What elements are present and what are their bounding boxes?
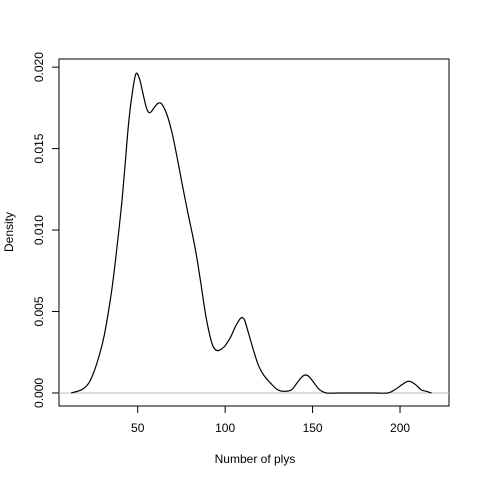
x-axis: 50 100 150 200: [131, 405, 410, 435]
x-axis-title: Number of plys: [215, 452, 296, 466]
y-tick-label: 0.005: [32, 296, 46, 326]
y-tick-label: 0.000: [32, 378, 46, 408]
x-tick-label: 150: [303, 421, 323, 435]
y-tick-label: 0.010: [32, 215, 46, 245]
x-tick-label: 100: [215, 421, 235, 435]
y-axis: 0.000 0.005 0.010 0.015 0.020: [32, 52, 60, 408]
y-tick-label: 0.020: [32, 52, 46, 82]
x-tick-label: 50: [131, 421, 145, 435]
density-curve: [71, 72, 432, 394]
y-tick-label: 0.015: [32, 133, 46, 163]
x-tick-label: 200: [390, 421, 410, 435]
y-axis-title: Density: [2, 212, 16, 252]
